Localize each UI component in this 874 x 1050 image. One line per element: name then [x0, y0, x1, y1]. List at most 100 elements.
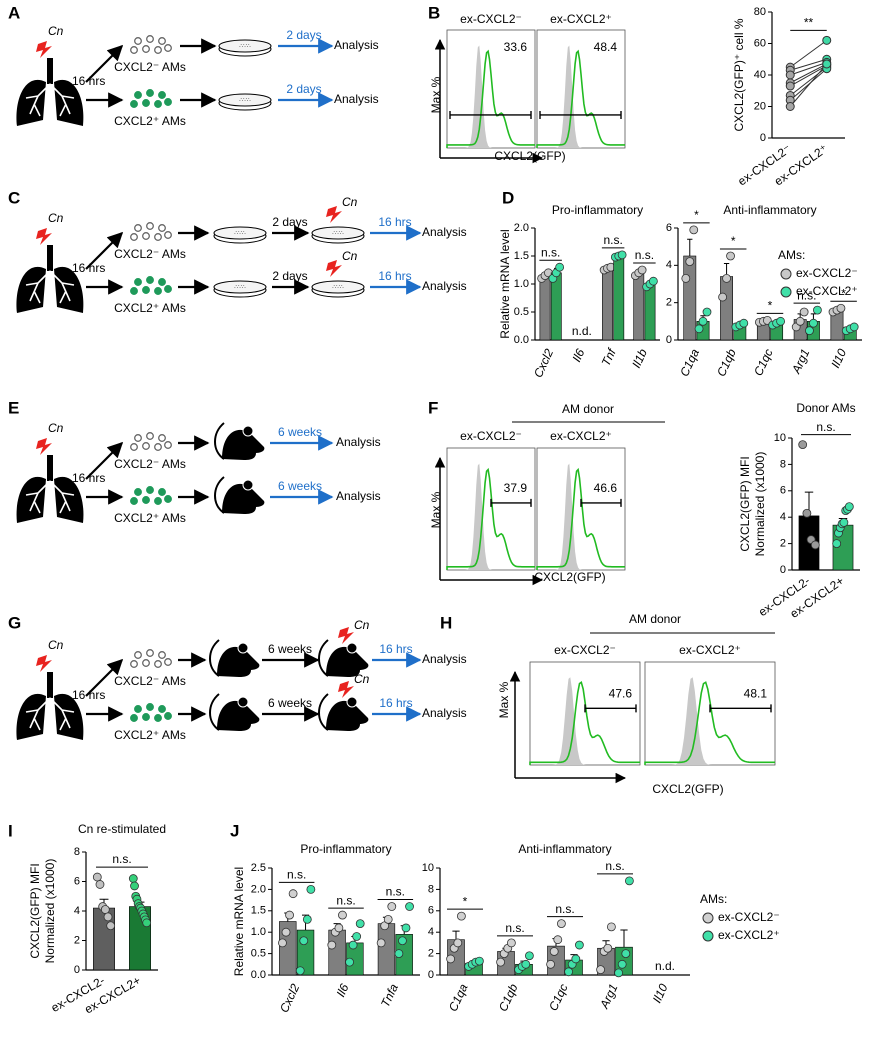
error-bar: [452, 930, 460, 940]
y-tick-label: 0: [428, 969, 434, 981]
y-axis-label: Relative mRNA level: [498, 229, 512, 338]
y-tick-label: 40: [754, 69, 766, 81]
flow-frame: [644, 661, 776, 766]
legend-label: ex-CXCL2⁻: [796, 266, 858, 280]
time: 16 hrs: [72, 471, 105, 485]
data-point: [698, 316, 708, 326]
data-point: [130, 881, 139, 891]
bar: [720, 276, 734, 341]
gate: [539, 110, 622, 119]
data-point: [334, 923, 344, 933]
endpoint: Analysis: [422, 706, 467, 720]
data-point: [348, 940, 358, 950]
lung-branch: [25, 480, 51, 514]
mouse-ear: [242, 425, 254, 437]
flow-title: ex-CXCL2⁻: [460, 12, 522, 26]
cell-dot: [154, 46, 162, 54]
bar: [644, 283, 656, 341]
y-tick-label: 1.5: [514, 250, 529, 262]
chart-title: Pro-inflammatory: [300, 842, 391, 856]
flow-y-label: Max %: [429, 491, 443, 528]
endpoint: Analysis: [422, 225, 467, 239]
y-tick-label: 4: [428, 926, 434, 938]
legend-label: ex-CXCL2⁺: [796, 284, 858, 298]
data-point: [722, 273, 731, 283]
error-bar: [620, 929, 628, 948]
data-point: [596, 965, 605, 975]
endpoint: Analysis: [334, 38, 379, 52]
panel-label: E: [8, 398, 19, 417]
data-point: [95, 880, 105, 889]
lightning: [36, 41, 52, 58]
group-label: CXCL2⁺ AMs: [114, 728, 186, 742]
y-tick-label: 0: [74, 964, 80, 976]
data-point: [603, 943, 613, 953]
pair-line: [790, 65, 827, 87]
x-tick-label: Il6: [334, 981, 352, 999]
data-point: [525, 951, 534, 961]
data-point: [128, 874, 138, 883]
panel-label: F: [428, 398, 438, 417]
cell-dot: [158, 488, 166, 496]
mouse: [222, 483, 265, 514]
dish-rim: [213, 280, 267, 294]
y-tick-label: 2: [428, 948, 434, 960]
flow-title: ex-CXCL2⁻: [554, 643, 616, 657]
chart-title: Donor AMs: [796, 401, 855, 415]
data-point: [281, 927, 291, 937]
flow-frame: [536, 447, 626, 571]
mouse: [326, 646, 369, 677]
bar: [613, 255, 625, 341]
cell-dot: [158, 651, 166, 659]
cell-dot: [134, 91, 142, 99]
dish-cells: ∴∵∴: [239, 98, 251, 104]
flow-title: ex-CXCL2⁺: [550, 12, 612, 26]
data-point: [103, 912, 113, 922]
lung-trachea: [47, 58, 53, 84]
arrow: [85, 658, 124, 697]
group-label: CXCL2⁻ AMs: [114, 457, 186, 471]
data-point: [694, 324, 704, 334]
mouse-ear: [346, 642, 358, 654]
stimulus: Cn: [48, 211, 64, 225]
chart-title: Anti-inflammatory: [723, 203, 816, 217]
data-point: [553, 935, 563, 945]
data-point: [453, 938, 463, 948]
data-point: [521, 959, 531, 969]
data-point: [795, 316, 805, 326]
mouse-arc: [214, 422, 225, 460]
flow-title: ex-CXCL2⁻: [460, 429, 522, 443]
legend-title: AMs:: [778, 248, 805, 262]
gate: [709, 704, 772, 713]
mouse: [217, 700, 260, 731]
endpoint: Analysis: [422, 652, 467, 666]
gate-percent: 47.6: [609, 687, 633, 701]
flow-x-label: CXCL2(GFP): [652, 782, 723, 796]
data-point: [621, 949, 631, 958]
y-tick-label: 4: [666, 259, 672, 271]
cell-dot: [154, 443, 162, 451]
y-axis-label: Normalized (x1000): [43, 859, 57, 964]
step: 6 weeks: [268, 642, 312, 656]
lung-trachea: [47, 455, 53, 481]
step: 16 hrs: [378, 215, 411, 229]
cell-dot: [164, 658, 172, 666]
data-point: [446, 954, 456, 964]
stimulus: Cn: [342, 249, 358, 263]
data-point: [822, 59, 832, 69]
stimulus: Cn: [354, 618, 370, 632]
cell-dot: [142, 232, 150, 240]
lung: [16, 693, 84, 740]
dish-rim: [311, 226, 365, 240]
flow-title: ex-CXCL2⁺: [679, 643, 741, 657]
y-tick-label: 2.0: [514, 222, 529, 234]
data-point: [555, 262, 565, 272]
step: 6 weeks: [278, 425, 322, 439]
data-point: [506, 938, 516, 948]
lung-branch: [49, 480, 75, 514]
group-label: CXCL2⁻ AMs: [114, 60, 186, 74]
y-tick-label: 2.0: [251, 883, 266, 895]
data-point: [285, 910, 294, 920]
legend-title: AMs:: [700, 892, 727, 906]
